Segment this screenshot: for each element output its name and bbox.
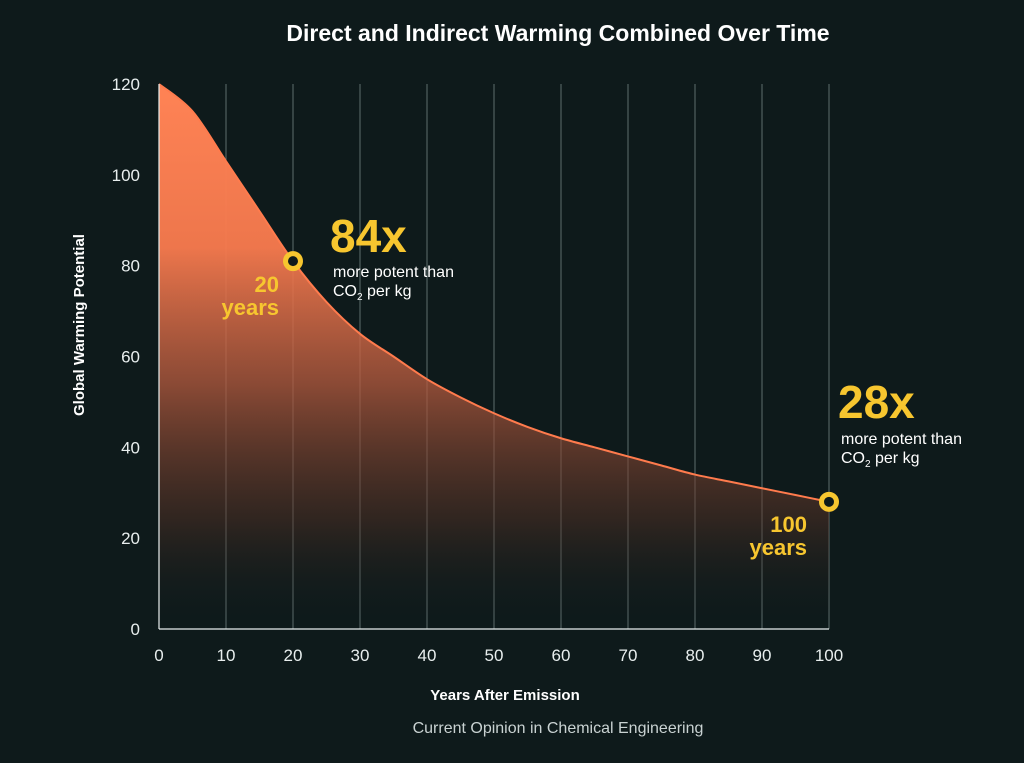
year-word-100: years bbox=[749, 535, 807, 560]
potency-text-100-years: more potent than bbox=[841, 431, 962, 448]
annotation-20-years: 84x more potent than CO2 per kg 20 years bbox=[221, 210, 453, 320]
x-tick-50: 50 bbox=[485, 646, 504, 665]
series-line bbox=[158, 83, 830, 503]
x-tick-0: 0 bbox=[154, 646, 163, 665]
x-tick-80: 80 bbox=[686, 646, 705, 665]
co2-text-20-years: CO2 per kg bbox=[333, 283, 411, 303]
x-tick-30: 30 bbox=[351, 646, 370, 665]
x-tick-10: 10 bbox=[217, 646, 236, 665]
co2-rest-100: per kg bbox=[871, 450, 920, 467]
source-credit: Current Opinion in Chemical Engineering bbox=[413, 720, 704, 737]
x-axis-label: Years After Emission bbox=[430, 687, 580, 704]
potency-text-20-years: more potent than bbox=[333, 264, 454, 281]
co2-main-100: CO bbox=[841, 450, 865, 467]
chart-title: Direct and Indirect Warming Combined Ove… bbox=[286, 20, 829, 46]
area-fill bbox=[159, 84, 829, 629]
x-tick-20: 20 bbox=[284, 646, 303, 665]
y-axis-label: Global Warming Potential bbox=[71, 234, 88, 416]
co2-text-100-years: CO2 per kg bbox=[841, 450, 919, 470]
multiplier-20-years: 84x bbox=[330, 210, 407, 262]
annotation-100-years: 28x more potent than CO2 per kg 100 year… bbox=[749, 376, 961, 560]
y-tick-80: 80 bbox=[121, 257, 140, 276]
y-tick-20: 20 bbox=[121, 529, 140, 548]
multiplier-100-years: 28x bbox=[838, 376, 915, 428]
x-tick-70: 70 bbox=[619, 646, 638, 665]
x-tick-90: 90 bbox=[753, 646, 772, 665]
y-tick-40: 40 bbox=[121, 438, 140, 457]
marker-20-years bbox=[283, 251, 303, 272]
co2-sub-100: 2 bbox=[865, 459, 871, 470]
co2-main-20: CO bbox=[333, 283, 357, 300]
marker-100-years bbox=[819, 491, 839, 512]
y-tick-60: 60 bbox=[121, 348, 140, 367]
co2-rest-20: per kg bbox=[363, 283, 412, 300]
x-tick-labels: 0 10 20 30 40 50 60 70 80 90 100 bbox=[154, 646, 843, 665]
x-tick-40: 40 bbox=[418, 646, 437, 665]
x-tick-100: 100 bbox=[815, 646, 843, 665]
x-tick-60: 60 bbox=[552, 646, 571, 665]
y-tick-100: 100 bbox=[112, 166, 140, 185]
co2-sub-20: 2 bbox=[357, 292, 363, 303]
y-tick-0: 0 bbox=[131, 620, 140, 639]
year-number-20: 20 bbox=[255, 272, 279, 297]
year-number-100: 100 bbox=[770, 512, 807, 537]
y-tick-labels: 0 20 40 60 80 100 120 bbox=[112, 75, 140, 639]
year-word-20: years bbox=[221, 295, 279, 320]
y-tick-120: 120 bbox=[112, 75, 140, 94]
